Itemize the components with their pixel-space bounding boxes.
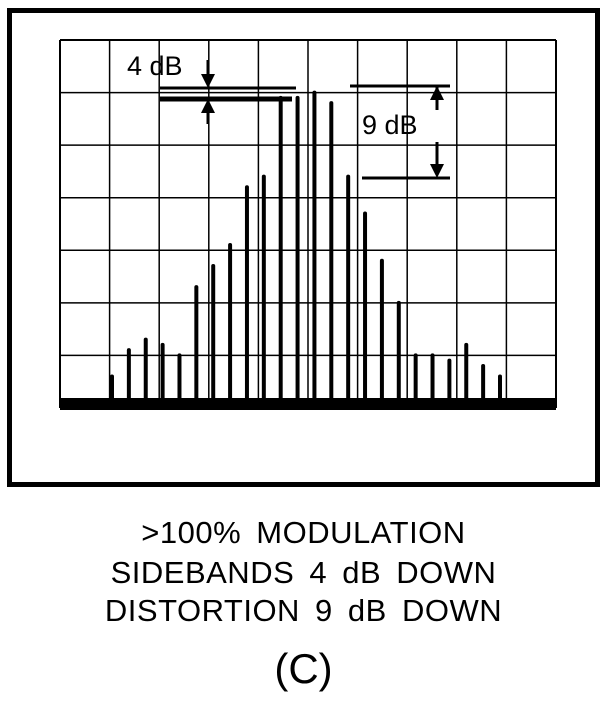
caption-sidebands: SIDEBANDS 4 dB DOWN	[110, 555, 497, 590]
distortion-reference-marker: 9 dB	[350, 84, 450, 180]
spectral-line-foot	[426, 402, 439, 406]
spectral-line-foot	[240, 402, 253, 406]
spectral-line-foot	[308, 402, 321, 406]
spectral-line-foot	[207, 402, 220, 406]
spectral-line-foot	[375, 402, 388, 406]
distortion-reference-label: 9 dB	[362, 110, 418, 140]
spectral-line-foot	[392, 402, 405, 406]
spectral-line-foot	[139, 402, 152, 406]
spectral-line-foot	[106, 402, 118, 406]
spectral-line-foot	[156, 402, 169, 406]
carrier-reference-label: 4 dB	[127, 51, 183, 81]
spectral-line-foot	[359, 402, 372, 406]
caption-distortion: DISTORTION 9 dB DOWN	[104, 593, 503, 628]
spectral-line-foot	[409, 402, 422, 406]
panel-label: (C)	[274, 645, 333, 692]
spectral-line-foot	[274, 402, 287, 406]
carrier-reference-marker: 4 dB	[127, 51, 296, 124]
spectral-line-foot	[460, 402, 473, 406]
spectral-line-foot	[257, 402, 270, 406]
spectral-line-foot	[224, 402, 237, 406]
spectral-line-foot	[477, 402, 490, 406]
display-bezel	[7, 8, 600, 487]
spectral-line-foot	[494, 402, 506, 406]
caption-modulation: >100% MODULATION	[141, 515, 466, 550]
spectral-line-foot	[325, 402, 338, 406]
spectral-line-foot	[443, 402, 456, 406]
spectral-line-foot	[190, 402, 203, 406]
spectral-line-foot	[342, 402, 355, 406]
spectral-lines	[106, 90, 506, 406]
graticule	[59, 39, 557, 409]
spectral-line-foot	[122, 402, 135, 406]
spectral-line-foot	[291, 402, 304, 406]
spectral-line-foot	[173, 402, 186, 406]
